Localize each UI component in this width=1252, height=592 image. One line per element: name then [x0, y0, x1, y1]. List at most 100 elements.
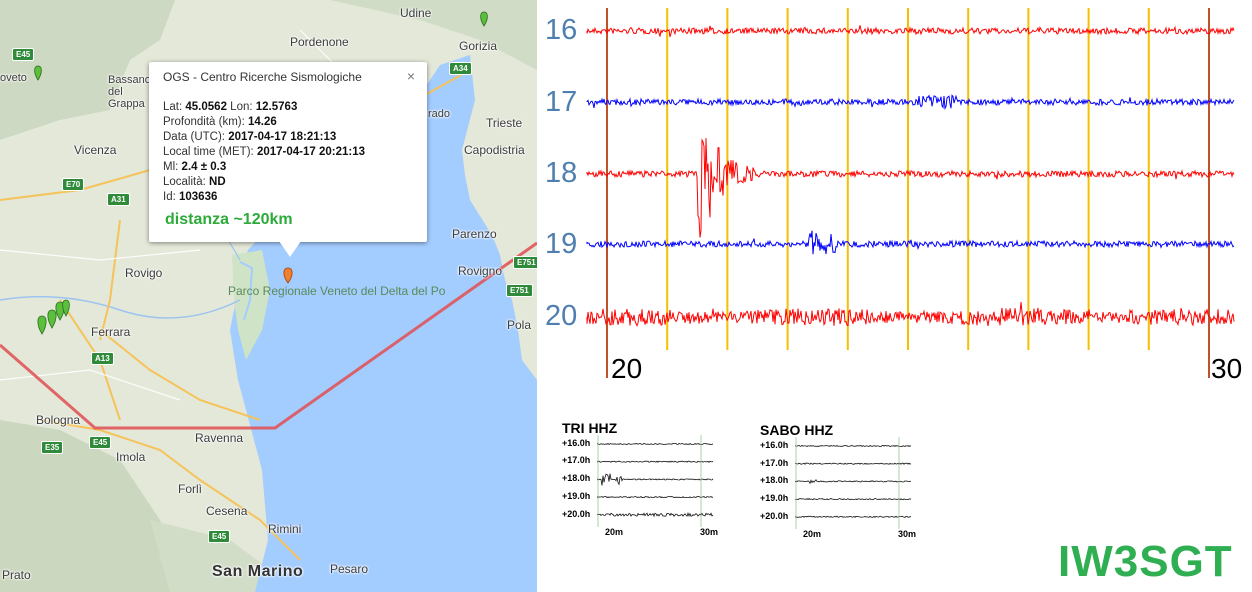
magnitude-row: Ml: 2.4 ± 0.3: [163, 160, 365, 175]
local-time-label: Local time (MET):: [163, 146, 254, 158]
helicorder-tri-x-end: 30m: [700, 527, 719, 537]
road-shield-a31: A31: [107, 193, 130, 206]
depth-label: Profondità (km):: [163, 116, 245, 128]
callsign-label: IW3SGT: [1058, 537, 1233, 586]
coordinates-row: Lat: 45.0562 Lon: 12.5763: [163, 100, 365, 115]
helicorder-sabo-row-label: +20.0h: [760, 511, 789, 521]
hour-label-19: 19: [545, 228, 578, 260]
road-shield-e70: E70: [62, 178, 85, 191]
helicorder-sabo-row-label: +16.0h: [760, 440, 789, 450]
place-udine: Udine: [400, 6, 432, 20]
road-shield-e45-south: E45: [89, 436, 112, 449]
close-icon[interactable]: ×: [406, 68, 415, 84]
seismic-trace-16: [586, 25, 1235, 38]
helicorder-trace: [795, 515, 912, 518]
seismic-trace-19: [586, 230, 1235, 255]
place-bassano: Bassano del Grappa: [108, 74, 151, 110]
park-label: Parco Regionale Veneto del Delta del Po: [228, 284, 445, 298]
epicenter-marker-icon: [283, 267, 293, 284]
depth-value: 14.26: [248, 116, 277, 128]
minute-start-label: 20: [611, 353, 643, 384]
map-panel[interactable]: Udine Pordenone Gorizia Trieste Capodist…: [0, 0, 537, 592]
helicorder-sabo-title: SABO HHZ: [760, 422, 834, 438]
place-rovigno: Rovigno: [458, 264, 503, 278]
road-shield-e751-b: E751: [506, 284, 533, 297]
place-capodistria: Capodistria: [464, 143, 525, 157]
road-shield-e45-coast: E45: [208, 530, 231, 543]
helicorder-sabo-plot: [795, 437, 912, 529]
place-parenzo: Parenzo: [452, 227, 497, 241]
helicorder-sabo-row-label: +17.0h: [760, 458, 789, 468]
seismic-trace-20: [586, 301, 1235, 327]
locality-label: Località:: [163, 176, 206, 188]
place-rovigo: Rovigo: [125, 266, 163, 280]
lat-value: 45.0562: [185, 101, 227, 113]
helicorder-tri-row-label: +17.0h: [562, 455, 591, 465]
helicorder-sabo-row-label: +19.0h: [760, 493, 789, 503]
place-rimini: Rimini: [268, 522, 302, 536]
helicorder-trace: [597, 442, 714, 446]
lon-label: Lon:: [230, 101, 253, 113]
date-label: Data (UTC):: [163, 131, 225, 143]
place-pola: Pola: [507, 318, 532, 332]
hour-label-20: 20: [545, 300, 578, 332]
place-forli: Forlì: [178, 482, 202, 496]
seismogram-traces: [586, 8, 1235, 378]
seismic-trace-17: [586, 94, 1235, 111]
depth-row: Profondità (km): 14.26: [163, 115, 365, 130]
date-row: Data (UTC): 2017-04-17 18:21:13: [163, 130, 365, 145]
place-trieste: Trieste: [486, 116, 523, 130]
popup-details: Lat: 45.0562 Lon: 12.5763 Profondità (km…: [163, 100, 365, 205]
id-label: Id:: [163, 191, 176, 203]
helicorder-tri: TRI HHZ +16.0h +17.0h +18.0h +19.0h +20.…: [562, 420, 722, 545]
helicorder-tri-row-label: +18.0h: [562, 473, 591, 483]
earthquake-info-popup: OGS - Centro Ricerche Sismologiche × Lat…: [149, 62, 427, 257]
place-rado: rado: [428, 108, 451, 120]
helicorder-trace: [795, 479, 912, 485]
locality-value: ND: [209, 176, 226, 188]
helicorder-sabo-row-label: +18.0h: [760, 475, 789, 485]
lon-value: 12.5763: [255, 101, 298, 113]
lat-label: Lat:: [163, 101, 183, 113]
minute-end-label: 30: [1211, 353, 1243, 384]
local-time-row: Local time (MET): 2017-04-17 20:21:13: [163, 145, 365, 160]
helicorder-tri-title: TRI HHZ: [562, 420, 618, 436]
place-prato: Prato: [2, 568, 31, 582]
helicorder-tri-row-label: +19.0h: [562, 491, 591, 501]
helicorder-tri-row-label: +16.0h: [562, 438, 591, 448]
popup-title: OGS - Centro Ricerche Sismologiche: [163, 70, 362, 84]
date-value: 2017-04-17 18:21:13: [228, 131, 337, 143]
place-ravenna: Ravenna: [195, 431, 244, 445]
place-pesaro: Pesaro: [330, 562, 369, 576]
road-shield-e45: E45: [12, 48, 35, 61]
id-value: 103636: [179, 191, 218, 203]
place-pordenone: Pordenone: [290, 35, 349, 49]
helicorder-tri-x-start: 20m: [605, 527, 624, 537]
magnitude-label: Ml:: [163, 161, 179, 173]
place-gorizia: Gorizia: [459, 39, 498, 53]
local-time-value: 2017-04-17 20:21:13: [256, 146, 366, 158]
hour-label-16: 16: [545, 14, 578, 46]
helicorder-sabo-x-start: 20m: [803, 529, 822, 539]
id-row: Id: 103636: [163, 190, 365, 205]
distance-label: distanza ~120km: [165, 211, 293, 228]
hour-label-18: 18: [545, 157, 578, 189]
seismic-trace-18: [586, 138, 1235, 238]
helicorder-trace: [795, 444, 912, 448]
helicorder-trace: [597, 473, 714, 486]
magnitude-value: 2.4 ± 0.3: [181, 161, 227, 173]
helicorder-sabo: SABO HHZ +16.0h +17.0h +18.0h +19.0h +20…: [760, 422, 920, 547]
road-shield-a13: A13: [91, 352, 114, 365]
helicorder-sabo-x-end: 30m: [898, 529, 917, 539]
place-ferrara: Ferrara: [91, 325, 131, 339]
helicorder-trace: [597, 460, 714, 463]
helicorder-tri-row-label: +20.0h: [562, 509, 591, 519]
helicorder-trace: [795, 497, 912, 501]
road-shield-e35: E35: [41, 441, 64, 454]
place-imola: Imola: [116, 450, 146, 464]
hour-label-17: 17: [545, 86, 578, 118]
helicorder-tri-plot: [597, 435, 714, 527]
road-shield-a34: A34: [449, 62, 472, 75]
helicorder-trace: [597, 495, 714, 499]
place-cesena: Cesena: [206, 504, 248, 518]
